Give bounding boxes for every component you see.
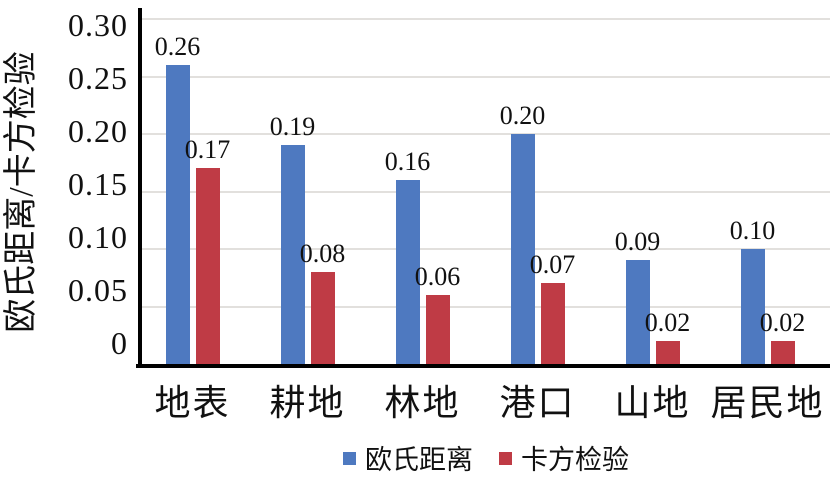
legend: 欧氏距离 卡方检验 — [142, 441, 830, 475]
bar-series1-cat2 — [425, 295, 450, 364]
bar-value-label: 0.10 — [729, 216, 776, 245]
y-tick-label: 0.30 — [68, 7, 128, 43]
bar-series0-cat5 — [740, 249, 765, 364]
legend-swatch — [343, 452, 356, 465]
gridline — [142, 248, 830, 250]
bar-value-label: 0.07 — [529, 250, 576, 279]
gridline — [142, 305, 830, 308]
bar-series1-cat0 — [195, 168, 220, 364]
y-tick-label: 0.15 — [68, 166, 128, 202]
y-tick-label: 0.25 — [68, 60, 128, 96]
y-axis-line — [138, 8, 142, 368]
legend-label: 欧氏距离 — [365, 444, 473, 475]
bar-series0-cat4 — [625, 260, 650, 364]
gridline — [142, 190, 830, 193]
legend-label: 卡方检验 — [521, 444, 629, 475]
category-label: 地表 — [154, 383, 231, 423]
bar-value-label: 0.09 — [614, 227, 661, 256]
bar-series0-cat1 — [280, 145, 305, 364]
y-tick-label: 0.10 — [68, 219, 128, 255]
category-label: 耕地 — [269, 383, 346, 423]
bar-series0-cat3 — [510, 134, 535, 364]
gridline — [142, 18, 830, 20]
category-label: 林地 — [384, 383, 461, 423]
category-label: 居民地 — [710, 383, 825, 423]
bar-value-label: 0.08 — [299, 239, 346, 268]
bar-value-label: 0.02 — [759, 308, 806, 337]
bar-value-label: 0.02 — [644, 308, 691, 337]
bar-series1-cat1 — [310, 272, 335, 364]
y-tick-label: 0 — [111, 325, 128, 361]
bar-value-label: 0.19 — [269, 112, 316, 141]
gridline — [142, 75, 830, 78]
legend-item-series1: 卡方检验 — [499, 438, 629, 477]
legend-swatch — [499, 452, 512, 465]
bar-series1-cat5 — [770, 341, 795, 364]
bar-value-label: 0.20 — [499, 101, 546, 130]
category-label: 港口 — [499, 383, 576, 423]
bar-value-label: 0.26 — [154, 32, 201, 61]
bar-value-label: 0.16 — [384, 147, 431, 176]
bar-value-label: 0.17 — [184, 135, 231, 164]
x-axis-line — [136, 364, 830, 368]
bar-series0-cat2 — [395, 180, 420, 364]
y-tick-label: 0.05 — [68, 272, 128, 308]
category-label: 山地 — [614, 383, 691, 423]
gridline — [142, 133, 830, 135]
bar-series1-cat4 — [655, 341, 680, 364]
bar-series1-cat3 — [540, 283, 565, 364]
y-tick-label: 0.20 — [68, 113, 128, 149]
bar-series0-cat0 — [165, 65, 190, 364]
legend-item-series0: 欧氏距离 — [343, 438, 473, 477]
bar-value-label: 0.06 — [414, 262, 461, 291]
